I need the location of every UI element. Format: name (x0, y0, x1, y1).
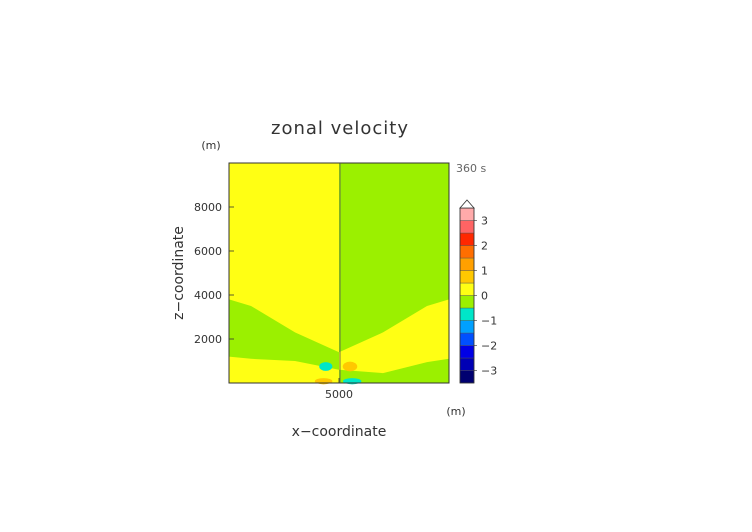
contour-cell-lower-left-neg (319, 362, 333, 371)
y-tick-label: 6000 (194, 245, 222, 258)
colorbar-band (459, 370, 475, 384)
x-axis: 5000 (325, 378, 353, 401)
colorbar-band (459, 282, 475, 296)
chart-title: zonal velocity (271, 118, 409, 139)
colorbar-band (459, 345, 475, 359)
contour-region-upper-right (339, 163, 449, 353)
colorbar-tick-label: 2 (481, 240, 488, 253)
colorbar-tick-label: 0 (481, 290, 488, 303)
colorbar-band (459, 357, 475, 371)
colorbar-band (459, 320, 475, 334)
y-tick-label: 2000 (194, 333, 222, 346)
colorbar-tick-label: −2 (481, 340, 497, 353)
colorbar-tick-label: −1 (481, 315, 497, 328)
y-axis: 2000 4000 6000 8000 (194, 201, 234, 346)
x-axis-label: x−coordinate (292, 424, 387, 440)
time-label: 360 s (456, 162, 486, 175)
colorbar-band (459, 245, 475, 259)
colorbar-band (459, 220, 475, 234)
contour-region-left-wedge (229, 299, 339, 370)
y-tick-label: 4000 (194, 289, 222, 302)
x-tick-label: 5000 (325, 388, 353, 401)
contour-region-right-lower-band (339, 358, 449, 383)
colorbar-band (459, 332, 475, 346)
colorbar-band (459, 307, 475, 321)
colorbar-band (459, 295, 475, 309)
colorbar-tick-label: −3 (481, 365, 497, 378)
colorbar-tick-label: 1 (481, 265, 488, 278)
colorbar-band (459, 207, 475, 221)
y-tick-label: 8000 (194, 201, 222, 214)
colorbar-extend-arrow (459, 199, 475, 209)
colorbar-tick-label: 3 (481, 215, 488, 228)
velocity-field (229, 163, 449, 385)
contour-cell-lower-right-pos (342, 361, 358, 372)
colorbar-band (459, 270, 475, 284)
y-unit-label: (m) (201, 139, 220, 152)
y-axis-label: z−coordinate (171, 226, 187, 320)
colorbar-band (459, 232, 475, 246)
colorbar-band (459, 257, 475, 271)
colorbar: 3 2 1 0 −1 −2 −3 (459, 199, 497, 384)
x-unit-label: (m) (446, 405, 465, 418)
